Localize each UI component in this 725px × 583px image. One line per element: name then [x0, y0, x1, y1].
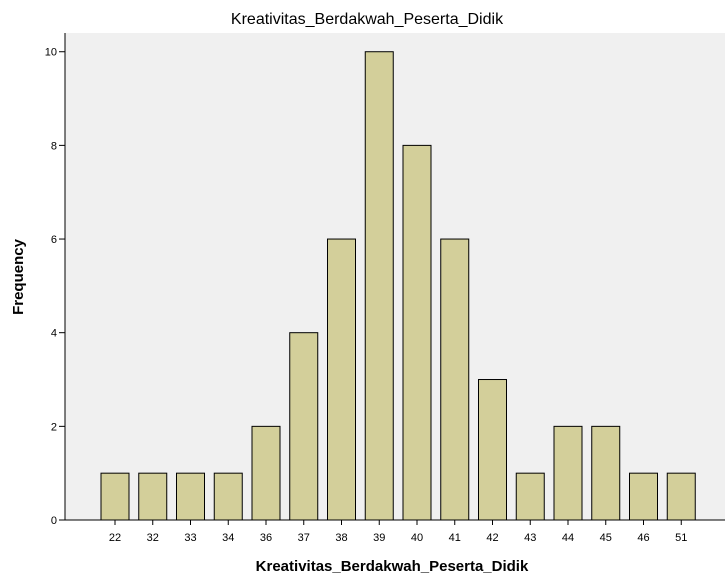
x-tick-label-42: 42: [486, 532, 498, 544]
x-tick-label-43: 43: [524, 532, 536, 544]
x-tick-label-46: 46: [637, 532, 649, 544]
bar-38: [327, 238, 356, 521]
x-tick-label-40: 40: [411, 532, 423, 544]
bar-22: [100, 472, 130, 521]
x-tick-label-33: 33: [184, 532, 196, 544]
bar-40: [402, 144, 432, 521]
y-tick-label-0: 0: [51, 515, 57, 527]
x-tick-label-22: 22: [109, 532, 121, 544]
x-tick-label-39: 39: [373, 532, 385, 544]
x-tick-label-41: 41: [449, 532, 461, 544]
x-tick-label-51: 51: [675, 532, 687, 544]
x-tick-label-34: 34: [222, 532, 234, 544]
bar-44: [553, 425, 583, 521]
y-tick-label-2: 2: [51, 421, 57, 433]
x-tick-label-45: 45: [600, 532, 612, 544]
bar-46: [629, 472, 658, 521]
bar-45: [591, 425, 621, 521]
bar-32: [138, 472, 168, 521]
bar-39: [364, 51, 394, 521]
plot-area: [65, 33, 725, 520]
x-tick-label-44: 44: [562, 532, 574, 544]
y-axis-label: Frequency: [10, 238, 27, 315]
chart-title: Kreativitas_Berdakwah_Peserta_Didik: [231, 11, 504, 28]
bars-layer: [100, 51, 696, 521]
y-axis-ticks: 0 2 4 6 8 10: [45, 47, 65, 527]
y-tick-label-4: 4: [51, 328, 57, 340]
bar-34: [213, 472, 243, 521]
x-tick-label-38: 38: [335, 532, 347, 544]
x-tick-label-32: 32: [147, 532, 159, 544]
bar-42: [478, 379, 507, 521]
x-tick-label-36: 36: [260, 532, 272, 544]
x-axis-ticks: 22 32 33 34 36 37 38 39 40 41 42 43 44 45 46 51: [109, 520, 687, 544]
y-tick-label-8: 8: [51, 140, 57, 152]
bar-33: [176, 472, 205, 521]
bar-51: [666, 472, 696, 521]
bar-41: [440, 238, 470, 521]
bar-43: [515, 472, 545, 521]
bar-36: [251, 425, 281, 521]
y-tick-label-6: 6: [51, 234, 57, 246]
x-tick-label-37: 37: [298, 532, 310, 544]
x-axis-label: Kreativitas_Berdakwah_Peserta_Didik: [256, 558, 529, 575]
y-tick-label-10: 10: [45, 47, 57, 59]
bar-37: [289, 332, 319, 521]
